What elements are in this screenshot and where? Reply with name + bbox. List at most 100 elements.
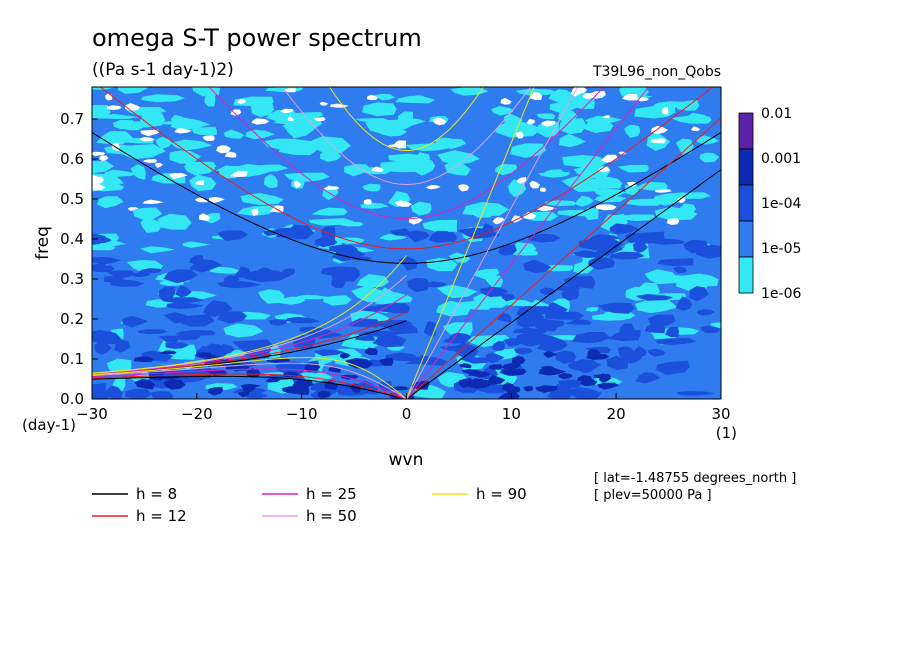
low-power-patch xyxy=(585,306,599,312)
low-power-patch xyxy=(625,183,639,196)
low-power-patch xyxy=(491,106,514,116)
high-power-patch xyxy=(497,313,512,323)
low-power-patch xyxy=(495,120,541,138)
lowest-power-patch xyxy=(366,94,378,101)
mrg-curve-h12 xyxy=(92,311,407,375)
low-power-patch xyxy=(411,152,430,163)
high-power-patch xyxy=(622,252,636,258)
legend-label-h12: h = 12 xyxy=(136,507,187,525)
lowest-power-patch xyxy=(516,176,527,184)
low-power-patch xyxy=(617,214,656,221)
low-power-patch xyxy=(670,115,712,124)
y-axis-label: freq xyxy=(33,226,53,260)
colorbar-label: 0.001 xyxy=(761,151,801,167)
dataset-label: T39L96_non_Qobs xyxy=(592,64,721,80)
lowest-power-patch xyxy=(224,151,237,158)
lowest-power-patch xyxy=(622,93,638,101)
low-power-patch xyxy=(183,161,216,176)
low-power-patch xyxy=(536,113,556,120)
high-power-patch xyxy=(629,231,665,239)
lowest-power-patch xyxy=(314,117,326,122)
dispersion-curves xyxy=(92,87,721,399)
higher-power-patch xyxy=(459,363,472,369)
ig-curve-h12 xyxy=(99,87,714,250)
legend-label-h50: h = 50 xyxy=(306,507,357,525)
x-tick-label: 20 xyxy=(607,405,626,423)
mrg-curve-h25 xyxy=(92,294,407,375)
x-axis: −30 −20 −10 0 10 20 30 xyxy=(76,393,731,423)
high-power-patch xyxy=(675,296,693,311)
legend-label-h8: h = 8 xyxy=(136,485,177,503)
colorbar-swatch xyxy=(738,220,754,258)
low-power-patch xyxy=(323,295,352,306)
high-power-patch xyxy=(536,335,568,353)
low-power-patch xyxy=(374,93,396,101)
y-tick-label: 0.1 xyxy=(60,350,84,368)
x-tick-label: −20 xyxy=(181,405,213,423)
high-power-patch xyxy=(632,240,648,253)
high-power-patch xyxy=(457,227,495,239)
high-power-patch xyxy=(223,275,240,284)
lowest-power-patch xyxy=(127,207,139,212)
higher-power-patch xyxy=(265,377,281,383)
high-power-patch xyxy=(331,274,346,289)
low-power-patch xyxy=(538,171,570,178)
y-axis-unit: (day-1) xyxy=(22,416,76,434)
low-power-patch xyxy=(362,183,381,192)
higher-power-patch xyxy=(387,386,410,391)
low-power-patch xyxy=(291,294,328,300)
low-power-patch xyxy=(96,196,124,209)
high-power-patch xyxy=(114,340,130,350)
low-power-patch xyxy=(468,205,497,218)
low-power-patch xyxy=(635,181,668,191)
high-power-patch xyxy=(92,383,107,393)
low-power-patch xyxy=(223,129,245,139)
low-power-patch xyxy=(665,275,690,284)
high-power-patch xyxy=(165,342,189,349)
lowest-power-patch xyxy=(216,145,231,154)
low-power-patch xyxy=(559,133,586,148)
high-power-patch xyxy=(106,270,136,279)
lowest-power-patch xyxy=(661,107,669,115)
high-power-patch xyxy=(423,321,436,337)
high-power-patch xyxy=(555,350,577,364)
low-power-patch xyxy=(320,150,342,162)
lowest-power-patch xyxy=(140,137,155,142)
high-power-patch xyxy=(189,259,223,273)
low-power-patch xyxy=(678,192,711,199)
high-power-patch xyxy=(172,333,201,341)
lowest-power-patch xyxy=(492,217,504,225)
higher-power-patch xyxy=(487,375,506,385)
high-power-patch xyxy=(647,348,666,357)
low-power-patch xyxy=(263,174,278,189)
high-power-patch xyxy=(268,319,288,326)
low-power-patch xyxy=(132,207,163,220)
kelvin-curve-h25 xyxy=(406,87,649,399)
high-power-patch xyxy=(561,290,580,301)
higher-power-patch xyxy=(538,366,567,376)
lowest-power-patch xyxy=(142,199,164,204)
low-power-patch xyxy=(192,87,220,97)
high-power-patch xyxy=(646,238,685,245)
higher-power-patch xyxy=(505,386,521,394)
lowest-power-patch xyxy=(293,180,302,188)
low-power-patch xyxy=(362,102,397,117)
low-power-patch xyxy=(124,125,143,131)
lowest-power-patch xyxy=(394,200,412,207)
colorbar-swatch xyxy=(738,112,754,150)
low-power-patch xyxy=(250,102,275,118)
lowest-power-patch xyxy=(92,151,106,156)
high-power-patch xyxy=(449,332,472,341)
lowest-power-patch xyxy=(651,125,669,135)
high-power-patch xyxy=(284,316,315,323)
higher-power-patch xyxy=(364,347,378,355)
low-power-patch xyxy=(678,203,696,214)
low-power-patch xyxy=(635,299,679,314)
low-power-patch xyxy=(395,95,436,104)
higher-power-patch xyxy=(317,390,332,399)
lowest-power-patch xyxy=(595,204,617,211)
low-power-patch xyxy=(382,292,413,303)
colorbar-label: 1e-05 xyxy=(761,241,801,257)
low-power-patch xyxy=(544,200,576,207)
high-power-patch xyxy=(564,319,592,325)
